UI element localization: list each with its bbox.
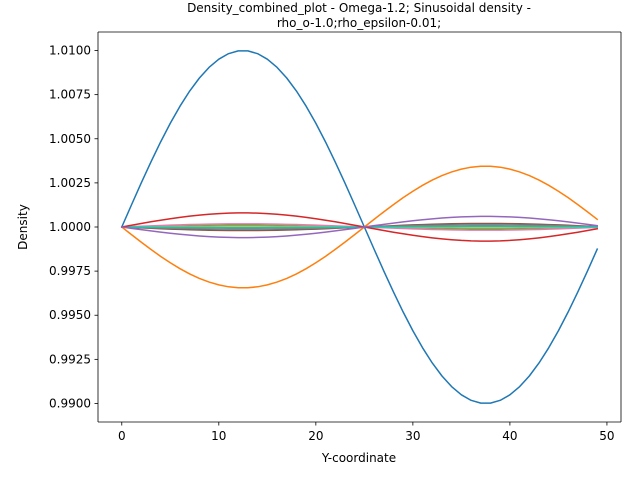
x-axis-ticks: 0 10 20 30 40 50 (118, 422, 615, 443)
x-tick-label: 20 (308, 429, 323, 443)
chart-title-line-1: Density_combined_plot - Omega-1.2; Sinus… (187, 1, 531, 15)
y-tick-label: 0.9900 (49, 396, 91, 410)
y-tick-label: 1.0025 (49, 176, 91, 190)
y-tick-label: 1.0075 (49, 88, 91, 102)
series-line-9 (120, 212, 599, 242)
y-axis-ticks: 0.9900 0.9925 0.9950 0.9975 1.0000 1.0025 1.00… (49, 44, 98, 410)
x-axis-label: Y-coordinate (321, 451, 396, 465)
y-tick-label: 1.0100 (49, 44, 91, 58)
series-line-1 (120, 50, 599, 404)
x-tick-label: 10 (211, 429, 226, 443)
x-tick-label: 50 (599, 429, 614, 443)
y-axis-label: Density (16, 204, 30, 250)
chart-title-line-2: rho_o-1.0;rho_epsilon-0.01; (277, 16, 441, 30)
series-line-10 (120, 215, 599, 239)
x-tick-label: 30 (405, 429, 420, 443)
series-line-2 (120, 165, 599, 289)
y-tick-label: 0.9975 (49, 264, 91, 278)
y-tick-label: 0.9950 (49, 308, 91, 322)
y-tick-label: 1.0000 (49, 220, 91, 234)
y-tick-label: 1.0050 (49, 132, 91, 146)
x-tick-label: 40 (502, 429, 517, 443)
x-tick-label: 0 (118, 429, 126, 443)
y-tick-label: 0.9925 (49, 352, 91, 366)
series-layer (120, 50, 599, 404)
